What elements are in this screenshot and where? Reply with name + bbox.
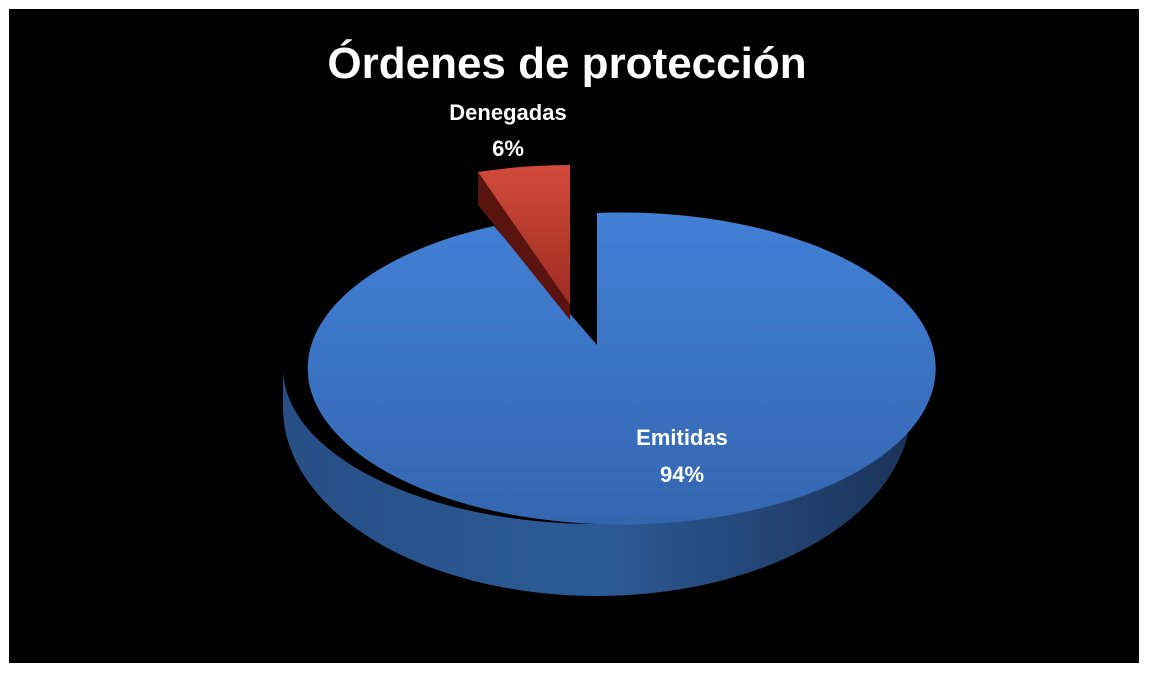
- slice-denegadas: [478, 165, 570, 305]
- chart-area: Órdenes de protección Denegadas 6% Emiti…: [9, 9, 1139, 663]
- label-denegadas-category: Denegadas: [449, 100, 566, 125]
- pie-chart: Órdenes de protección Denegadas 6% Emiti…: [283, 38, 936, 596]
- slice-denegadas-side: [478, 172, 570, 320]
- label-emitidas-percent: 94%: [660, 462, 704, 487]
- chart-title: Órdenes de protección: [327, 38, 806, 88]
- slice-emitidas-side: [283, 368, 911, 596]
- label-denegadas-percent: 6%: [492, 136, 524, 161]
- slice-emitidas: [307, 212, 936, 525]
- label-emitidas-category: Emitidas: [636, 425, 728, 450]
